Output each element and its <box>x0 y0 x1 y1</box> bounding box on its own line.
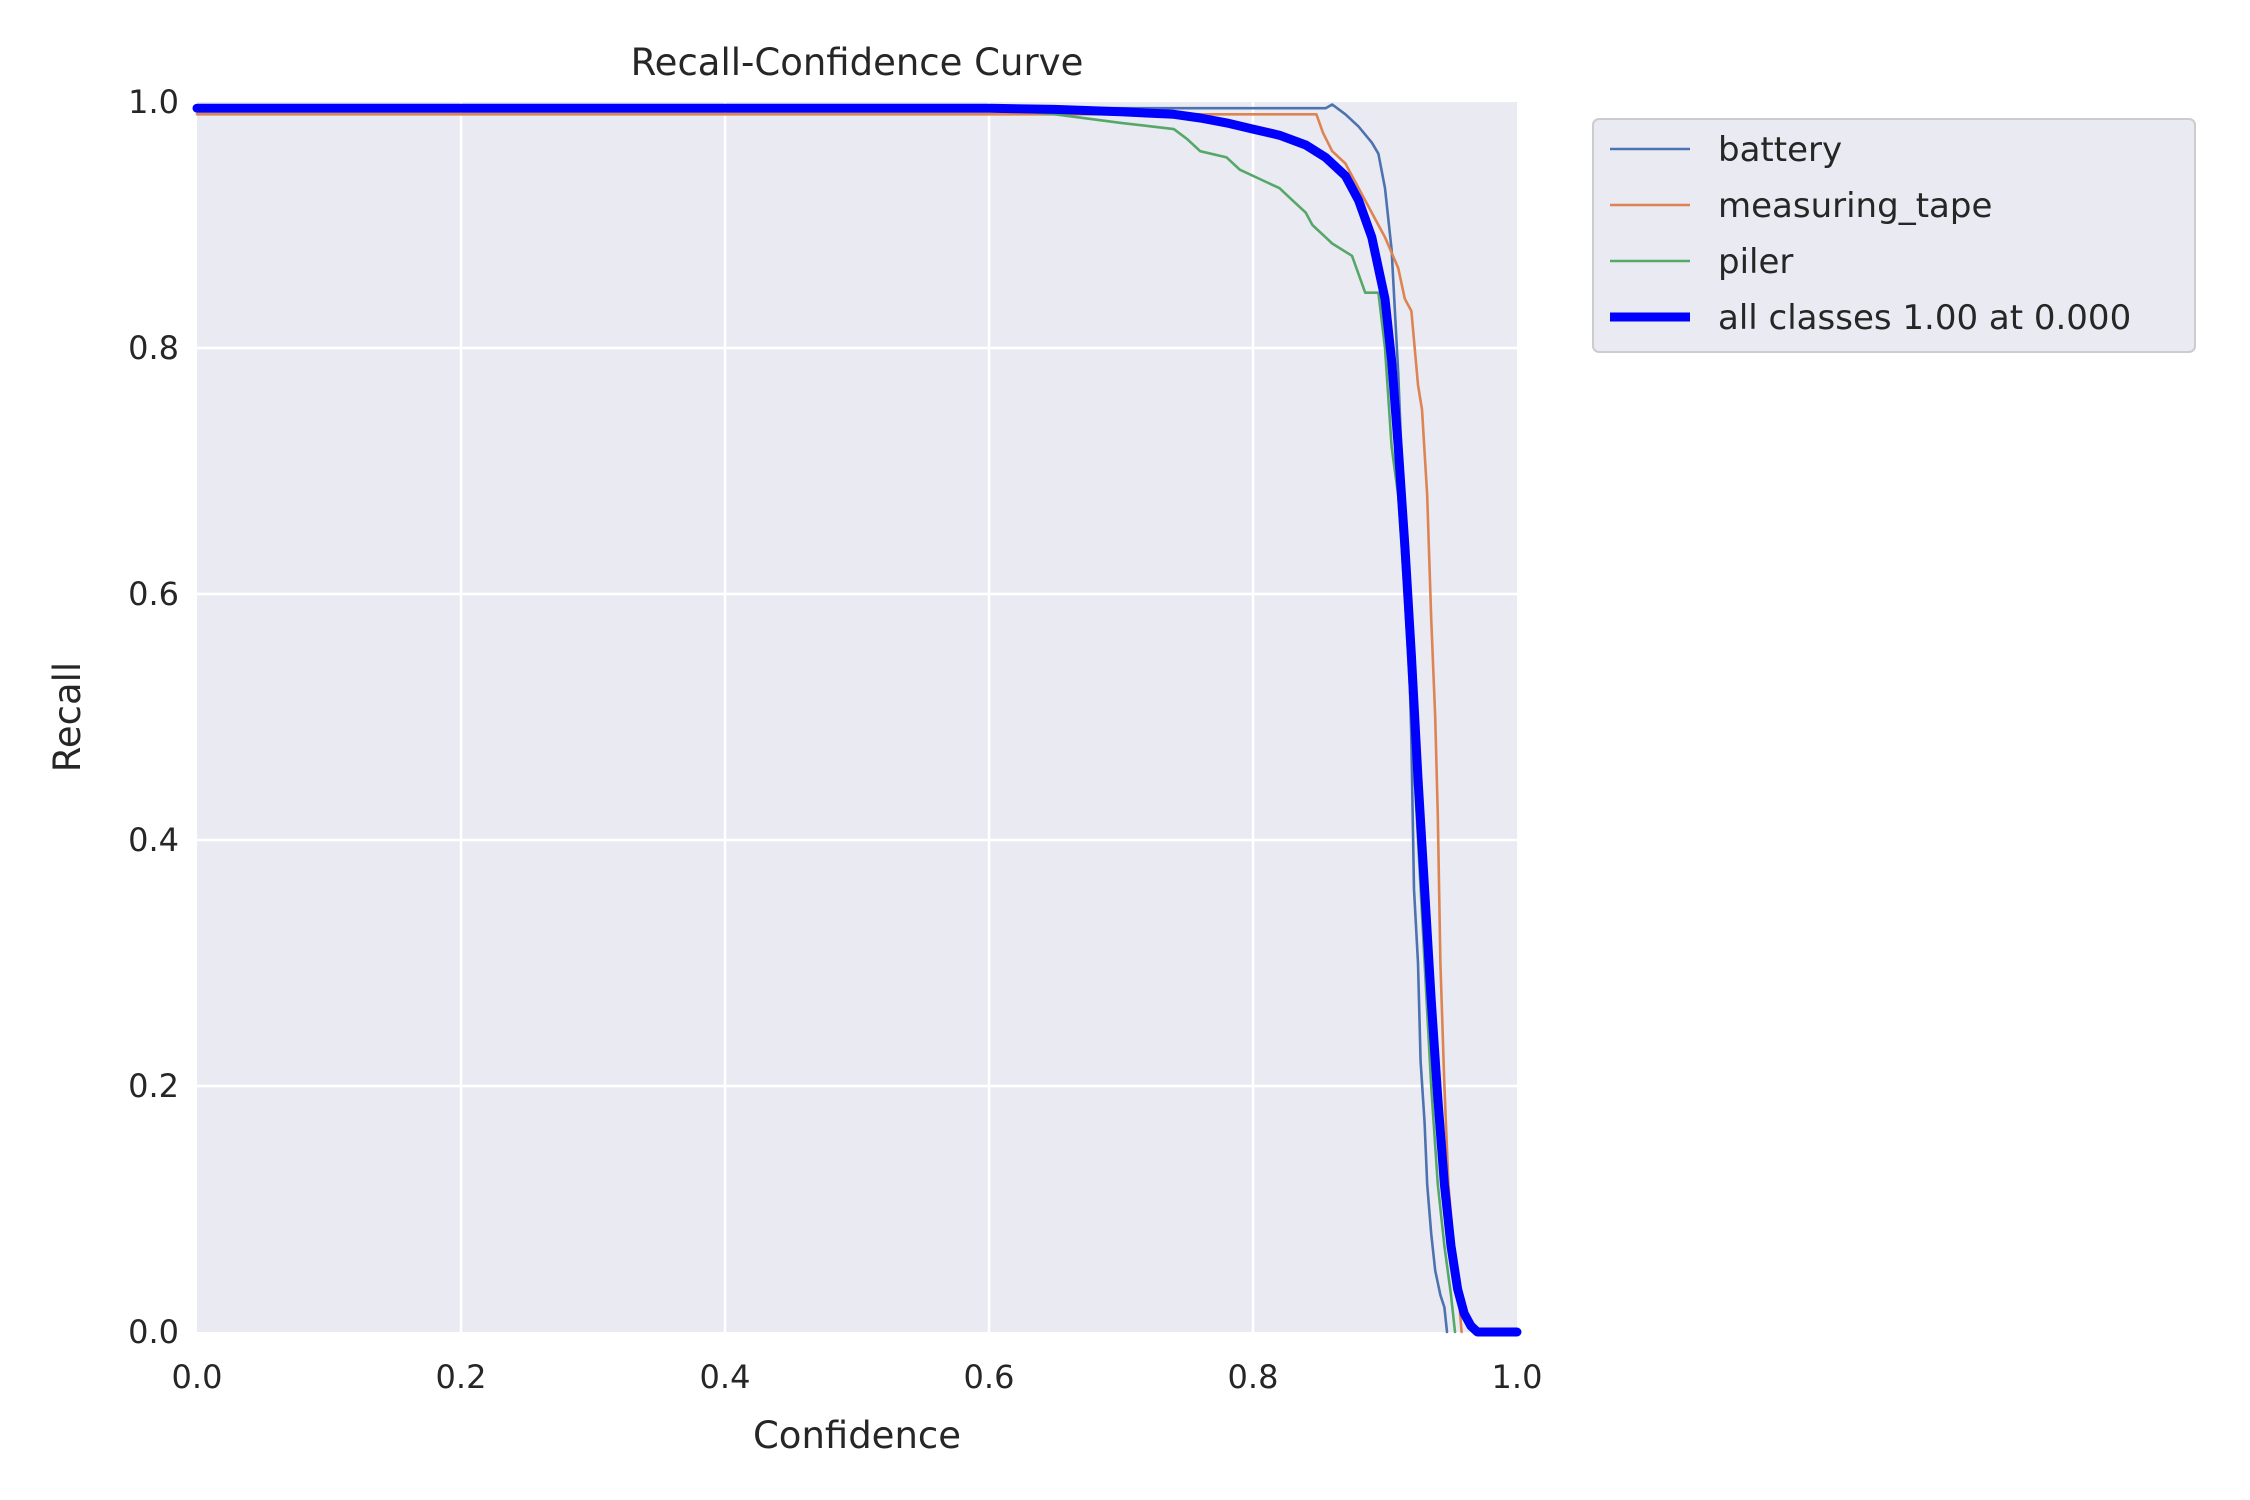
x-tick-label: 0.2 <box>436 1358 487 1396</box>
legend-entry: piler <box>1718 242 1793 282</box>
x-tick-label: 1.0 <box>1492 1358 1543 1396</box>
y-tick-labels: 0.0 0.2 0.4 0.6 0.8 1.0 <box>128 83 179 1351</box>
y-tick-label: 0.8 <box>128 329 179 367</box>
x-tick-label: 0.4 <box>700 1358 751 1396</box>
gridlines <box>197 102 1517 1332</box>
series-layer <box>192 103 1522 1337</box>
x-tick-label: 0.0 <box>172 1358 223 1396</box>
plot-area <box>197 102 1517 1332</box>
x-tick-label: 0.8 <box>1228 1358 1279 1396</box>
legend-entry: all classes 1.00 at 0.000 <box>1718 298 2131 338</box>
series-line-all <box>192 103 1522 1337</box>
y-axis-label: Recall <box>46 662 89 772</box>
y-tick-label: 0.0 <box>128 1313 179 1351</box>
y-tick-label: 0.4 <box>128 821 179 859</box>
legend-entry: battery <box>1718 130 1842 170</box>
chart-title: Recall-Confidence Curve <box>631 41 1084 84</box>
y-tick-label: 0.2 <box>128 1067 179 1105</box>
y-tick-label: 1.0 <box>128 83 179 121</box>
x-tick-labels: 0.0 0.2 0.4 0.6 0.8 1.0 <box>172 1358 1543 1396</box>
x-tick-label: 0.6 <box>964 1358 1015 1396</box>
y-tick-label: 0.6 <box>128 575 179 613</box>
legend-entry: measuring_tape <box>1718 186 1992 226</box>
legend-box <box>1592 118 2196 353</box>
x-axis-label: Confidence <box>753 1414 961 1457</box>
